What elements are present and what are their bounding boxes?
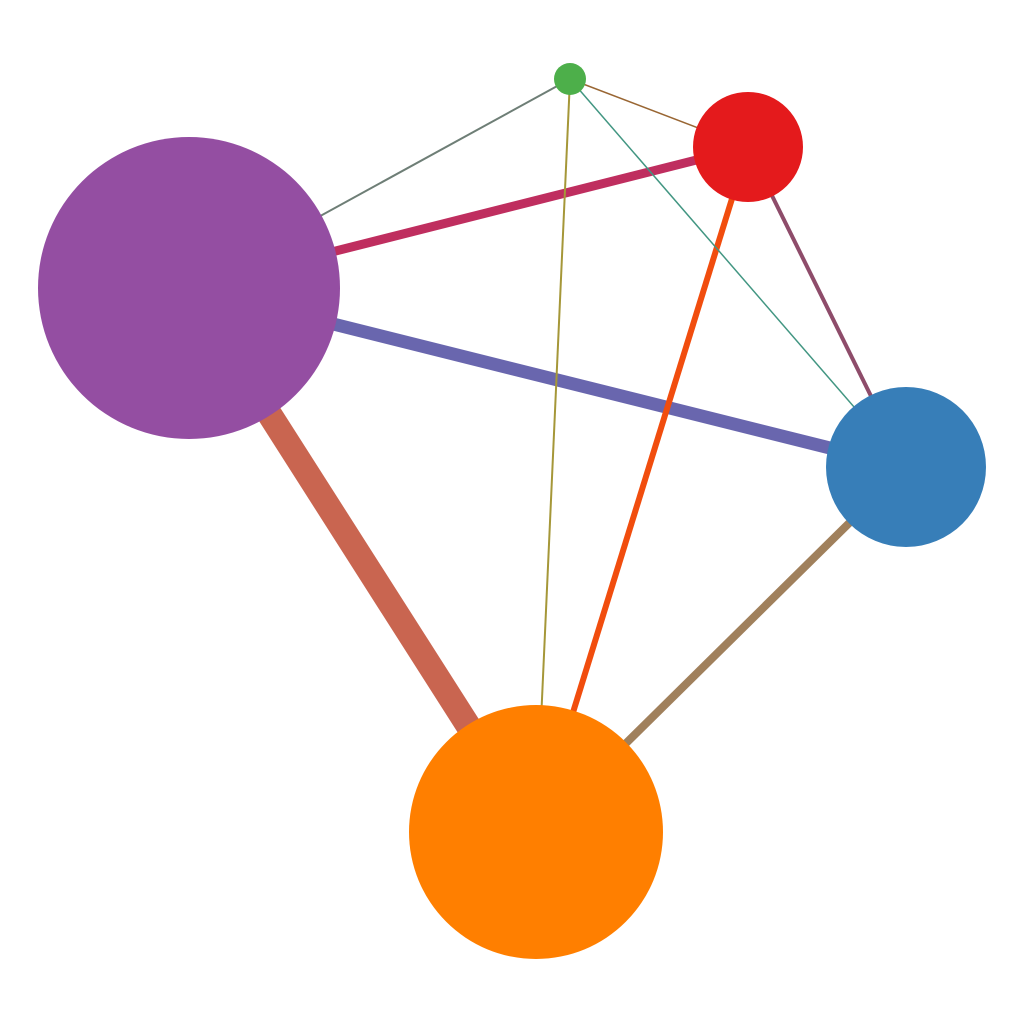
edge-blue-green [569, 78, 907, 468]
orange-node [409, 705, 663, 959]
nodes-layer [38, 63, 986, 959]
red-node [693, 92, 803, 202]
green-node [554, 63, 586, 95]
purple-node [38, 137, 340, 439]
blue-node [826, 387, 986, 547]
